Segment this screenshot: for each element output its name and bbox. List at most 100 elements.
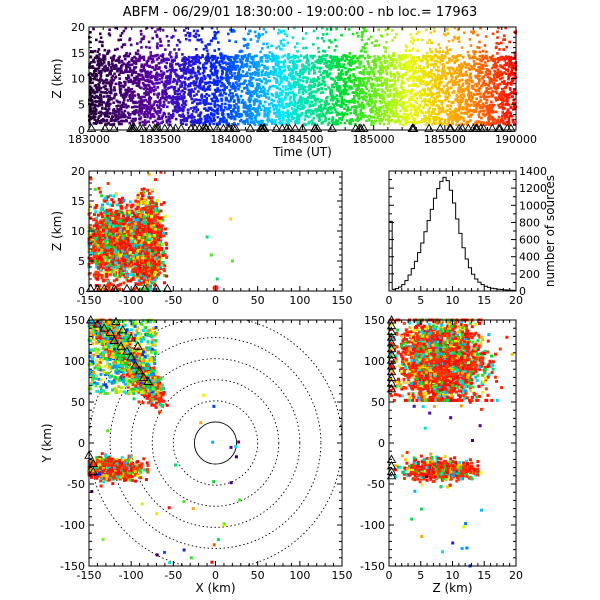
- source-point: [292, 68, 296, 71]
- source-point: [408, 77, 411, 81]
- source-point: [408, 75, 412, 79]
- source-point: [339, 75, 342, 79]
- source-point: [241, 121, 245, 124]
- source-point: [129, 80, 133, 83]
- source-point: [225, 118, 228, 122]
- source-point: [462, 89, 466, 93]
- source-point: [304, 123, 308, 126]
- source-point: [137, 96, 141, 99]
- source-point: [181, 63, 185, 66]
- source-point: [264, 107, 267, 110]
- source-point: [312, 43, 315, 46]
- source-point: [363, 71, 366, 75]
- source-point: [216, 112, 220, 115]
- source-point: [410, 36, 414, 40]
- source-point: [146, 92, 150, 96]
- source-point: [367, 119, 371, 122]
- source-point: [456, 66, 459, 70]
- source-point: [207, 115, 210, 119]
- source-point: [320, 57, 323, 60]
- source-point: [225, 97, 228, 100]
- source-point: [263, 87, 266, 91]
- source-point: [373, 89, 377, 93]
- source-point: [424, 114, 427, 118]
- source-point: [449, 48, 452, 51]
- source-point: [116, 70, 119, 73]
- source-point: [457, 115, 460, 119]
- source-point: [169, 62, 172, 66]
- source-point: [466, 88, 470, 91]
- source-point: [453, 111, 456, 114]
- source-point: [503, 107, 506, 110]
- source-point: [105, 91, 108, 95]
- source-point: [503, 34, 506, 38]
- source-point: [505, 83, 509, 86]
- source-point: [357, 94, 361, 98]
- source-point: [422, 56, 425, 60]
- source-point: [242, 104, 246, 108]
- source-point: [119, 94, 123, 97]
- source-point: [449, 104, 453, 108]
- source-point: [182, 117, 186, 120]
- source-point: [316, 36, 319, 40]
- source-point: [99, 32, 102, 36]
- source-point: [91, 81, 94, 84]
- source-point: [343, 59, 347, 63]
- source-point: [369, 76, 372, 79]
- source-point: [455, 112, 458, 116]
- source-point: [457, 40, 461, 43]
- source-point: [199, 81, 202, 85]
- source-point: [363, 43, 367, 46]
- source-point: [187, 59, 191, 62]
- source-point: [345, 112, 349, 116]
- source-point: [441, 50, 445, 53]
- source-point: [459, 86, 463, 89]
- source-point: [197, 60, 201, 63]
- source-point: [309, 54, 312, 58]
- source-point: [227, 114, 230, 117]
- source-point: [187, 64, 191, 67]
- source-point: [284, 115, 287, 118]
- source-point: [240, 50, 244, 53]
- source-point: [338, 117, 341, 120]
- source-point: [270, 44, 273, 48]
- source-point: [387, 67, 390, 70]
- source-point: [148, 71, 151, 75]
- source-point: [116, 117, 120, 121]
- source-point: [305, 90, 308, 93]
- source-point: [210, 119, 213, 123]
- source-point: [166, 80, 170, 83]
- source-point: [503, 117, 507, 120]
- source-point: [318, 100, 321, 104]
- source-point: [299, 83, 302, 87]
- source-point: [151, 74, 154, 78]
- source-point: [120, 122, 123, 126]
- source-point: [448, 93, 451, 97]
- source-point: [410, 114, 414, 118]
- source-point: [459, 54, 463, 57]
- source-point: [477, 62, 481, 66]
- source-point: [120, 31, 124, 35]
- source-point: [262, 27, 266, 31]
- source-point: [167, 123, 170, 126]
- source-point: [112, 96, 116, 100]
- source-point: [467, 89, 471, 93]
- source-point: [482, 121, 486, 124]
- source-point: [110, 62, 114, 65]
- source-point: [490, 56, 493, 59]
- source-point: [416, 79, 419, 83]
- source-point: [239, 60, 242, 63]
- source-point: [327, 86, 330, 89]
- source-point: [441, 59, 444, 62]
- source-point: [435, 76, 439, 79]
- source-point: [249, 78, 253, 81]
- source-point: [369, 70, 372, 74]
- source-point: [296, 42, 299, 45]
- source-point: [512, 76, 515, 80]
- source-point: [493, 76, 496, 79]
- source-point: [252, 106, 256, 110]
- source-point: [235, 82, 239, 85]
- source-point: [154, 73, 158, 77]
- source-point: [265, 96, 268, 99]
- source-point: [394, 111, 397, 114]
